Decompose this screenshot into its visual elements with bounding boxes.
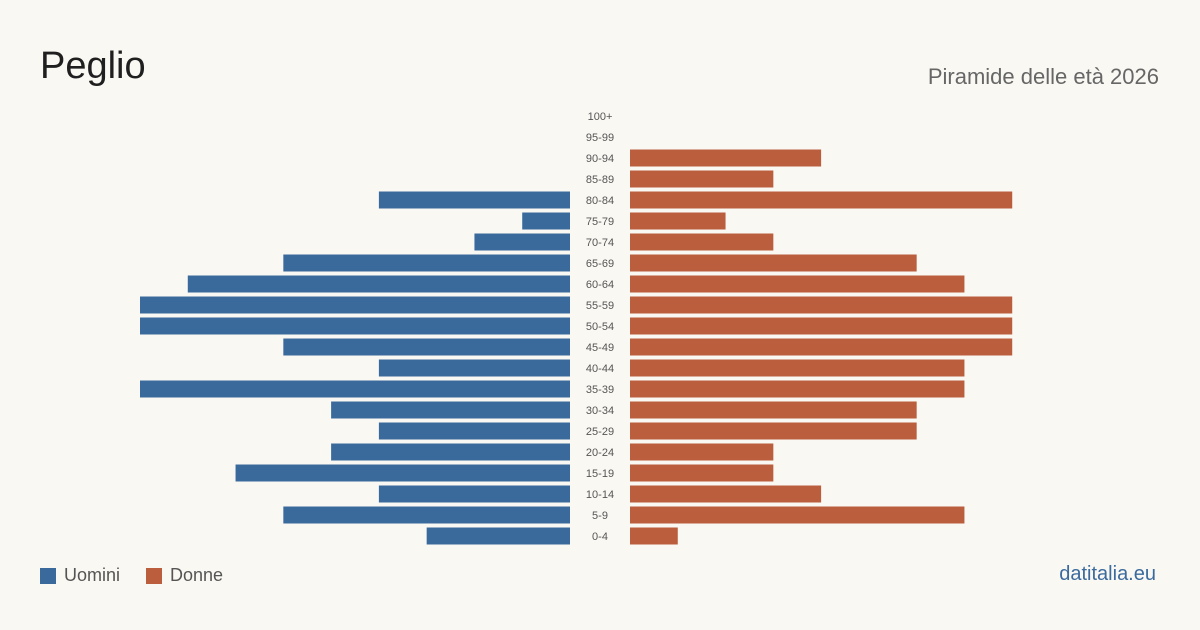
age-label-65-69: 65-69 — [586, 258, 614, 270]
bar-men-60-64 — [187, 275, 570, 293]
bar-men-20-24 — [331, 443, 570, 461]
bar-men-25-29 — [378, 422, 570, 440]
source-link[interactable]: datitalia.eu — [1059, 563, 1156, 585]
bar-women-55-59 — [630, 296, 1013, 314]
bar-men-75-79 — [522, 212, 570, 230]
bar-men-45-49 — [283, 338, 570, 356]
age-label-40-44: 40-44 — [586, 363, 614, 375]
age-label-20-24: 20-24 — [586, 447, 614, 459]
bar-women-90-94 — [630, 149, 822, 167]
age-label-45-49: 45-49 — [586, 342, 614, 354]
age-label-30-34: 30-34 — [586, 405, 614, 417]
legend: Uomini Donne — [40, 565, 249, 586]
bar-men-70-74 — [474, 233, 570, 251]
bar-women-75-79 — [630, 212, 726, 230]
bar-men-80-84 — [378, 191, 570, 209]
legend-swatch-men — [40, 567, 56, 584]
bar-women-65-69 — [630, 254, 917, 272]
bar-women-30-34 — [630, 401, 917, 419]
bar-women-35-39 — [630, 380, 965, 398]
bar-men-5-9 — [283, 506, 570, 524]
age-label-70-74: 70-74 — [586, 237, 614, 249]
bar-men-0-4 — [426, 527, 570, 545]
bar-women-0-4 — [630, 527, 678, 545]
chart-subtitle: Piramide delle età 2026 — [927, 64, 1159, 89]
age-label-10-14: 10-14 — [586, 489, 614, 501]
bar-men-30-34 — [331, 401, 570, 419]
age-label-90-94: 90-94 — [586, 153, 614, 165]
legend-swatch-women — [146, 567, 163, 584]
legend-label-women: Donne — [170, 565, 224, 585]
age-label-5-9: 5-9 — [592, 510, 608, 522]
bar-women-10-14 — [630, 485, 822, 503]
bar-men-50-54 — [140, 317, 570, 335]
legend-label-men: Uomini — [64, 565, 121, 585]
age-label-55-59: 55-59 — [586, 300, 614, 312]
bar-women-15-19 — [630, 464, 774, 482]
bar-men-65-69 — [283, 254, 570, 272]
age-label-85-89: 85-89 — [586, 174, 614, 186]
bar-women-25-29 — [630, 422, 917, 440]
bar-men-15-19 — [235, 464, 571, 482]
age-label-75-79: 75-79 — [586, 216, 614, 228]
bar-men-55-59 — [140, 296, 570, 314]
bar-women-40-44 — [630, 359, 965, 377]
bar-women-50-54 — [630, 317, 1013, 335]
age-label-60-64: 60-64 — [586, 279, 614, 291]
age-label-95-99: 95-99 — [586, 132, 614, 144]
age-label-35-39: 35-39 — [586, 384, 614, 396]
bar-women-5-9 — [630, 506, 965, 524]
bar-men-35-39 — [140, 380, 570, 398]
bar-men-40-44 — [378, 359, 570, 377]
age-label-25-29: 25-29 — [586, 426, 614, 438]
legend-item-men: Uomini — [40, 565, 120, 586]
bar-women-80-84 — [630, 191, 1013, 209]
bar-women-70-74 — [630, 233, 774, 251]
bar-women-20-24 — [630, 443, 774, 461]
age-label-15-19: 15-19 — [586, 468, 614, 480]
chart-title: Peglio — [40, 45, 146, 87]
bar-women-60-64 — [630, 275, 965, 293]
age-label-50-54: 50-54 — [586, 321, 614, 333]
age-label-0-4: 0-4 — [592, 531, 608, 543]
bar-women-45-49 — [630, 338, 1013, 356]
bar-women-85-89 — [630, 170, 774, 188]
legend-item-women: Donne — [146, 565, 223, 586]
bar-men-10-14 — [378, 485, 570, 503]
age-label-100plus: 100+ — [588, 111, 613, 123]
age-label-80-84: 80-84 — [586, 195, 614, 207]
